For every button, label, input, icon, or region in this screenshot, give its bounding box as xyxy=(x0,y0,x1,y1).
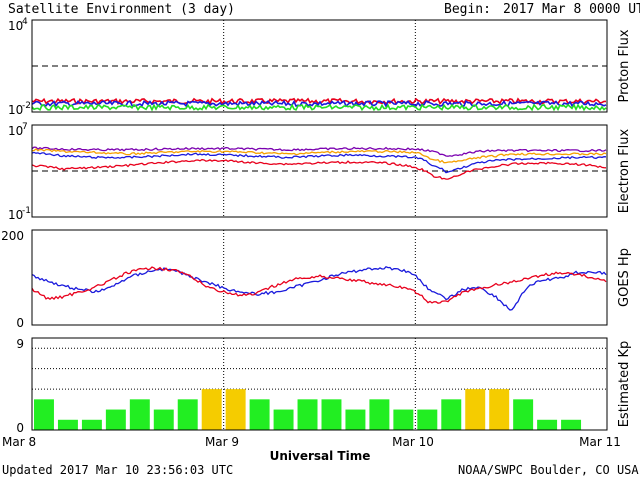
ylabel-hp: GOES Hp xyxy=(617,248,632,307)
series-proton-green xyxy=(31,103,607,112)
kp-bar-21 xyxy=(537,419,558,430)
ytick-base-electron-1: 10 xyxy=(8,208,23,222)
ytick-exp-electron-1: -1 xyxy=(22,206,31,216)
ytick-base-proton-1: 10 xyxy=(8,103,23,117)
xtick-0: Mar 8 xyxy=(2,435,36,449)
kp-bar-7 xyxy=(201,389,222,430)
kp-bar-17 xyxy=(441,399,462,430)
kp-bar-19 xyxy=(489,389,510,430)
kp-bar-8 xyxy=(225,389,246,430)
xaxis-label: Universal Time xyxy=(270,449,371,463)
panel-frame-proton xyxy=(31,19,608,113)
ytick-base-proton-0: 10 xyxy=(8,19,23,33)
credit-text: NOAA/SWPC Boulder, CO USA xyxy=(458,463,639,477)
ylabel-kp: Estimated Kp xyxy=(617,341,632,428)
ytick-top-kp: 9 xyxy=(16,337,24,351)
ytick-exp-proton-0: 4 xyxy=(22,17,28,27)
kp-bar-15 xyxy=(393,409,414,430)
ytick-top-hp: 200 xyxy=(1,229,24,243)
panel-frame-kp xyxy=(31,337,608,431)
series-electron-blue xyxy=(31,151,607,174)
ylabel-proton: Proton Flux xyxy=(617,29,632,102)
ytick-bottom-kp: 0 xyxy=(16,421,24,435)
kp-bar-4 xyxy=(129,399,150,430)
ylabel-electron: Electron Flux xyxy=(617,128,632,213)
kp-bar-10 xyxy=(273,409,294,430)
kp-bar-22 xyxy=(561,419,582,430)
xtick-2: Mar 10 xyxy=(392,435,434,449)
series-electron-purple xyxy=(31,146,607,157)
kp-bar-0 xyxy=(33,399,54,430)
kp-bar-5 xyxy=(153,409,174,430)
series-electron-orange xyxy=(31,148,607,164)
kp-bar-13 xyxy=(345,409,366,430)
kp-bar-3 xyxy=(105,409,126,430)
kp-bar-2 xyxy=(81,419,102,430)
series-electron-red xyxy=(31,158,607,180)
kp-bar-9 xyxy=(249,399,270,430)
series-proton-blue xyxy=(31,99,607,109)
kp-bar-20 xyxy=(513,399,534,430)
kp-bar-18 xyxy=(465,389,486,430)
kp-bar-6 xyxy=(177,399,198,430)
series-hp-blue xyxy=(31,266,607,311)
kp-bar-14 xyxy=(369,399,390,430)
panel-frame-hp xyxy=(31,229,608,326)
ytick-exp-electron-0: 7 xyxy=(22,122,28,132)
begin-value: 2017 Mar 8 0000 UTC xyxy=(503,2,640,17)
kp-bar-1 xyxy=(57,419,78,430)
kp-bar-12 xyxy=(321,399,342,430)
chart-title: Satellite Environment (3 day) xyxy=(8,2,235,17)
kp-bar-11 xyxy=(297,399,318,430)
updated-timestamp: Updated 2017 Mar 10 23:56:03 UTC xyxy=(2,463,234,477)
begin-label: Begin: xyxy=(444,2,491,17)
xtick-1: Mar 9 xyxy=(205,435,239,449)
panel-frame-electron xyxy=(31,124,608,218)
ytick-base-electron-0: 10 xyxy=(8,124,23,138)
ytick-bottom-hp: 0 xyxy=(16,316,24,330)
kp-bar-16 xyxy=(417,409,438,430)
xtick-3: Mar 11 xyxy=(579,435,621,449)
ytick-exp-proton-1: -2 xyxy=(22,101,31,111)
series-hp-red xyxy=(31,266,607,304)
